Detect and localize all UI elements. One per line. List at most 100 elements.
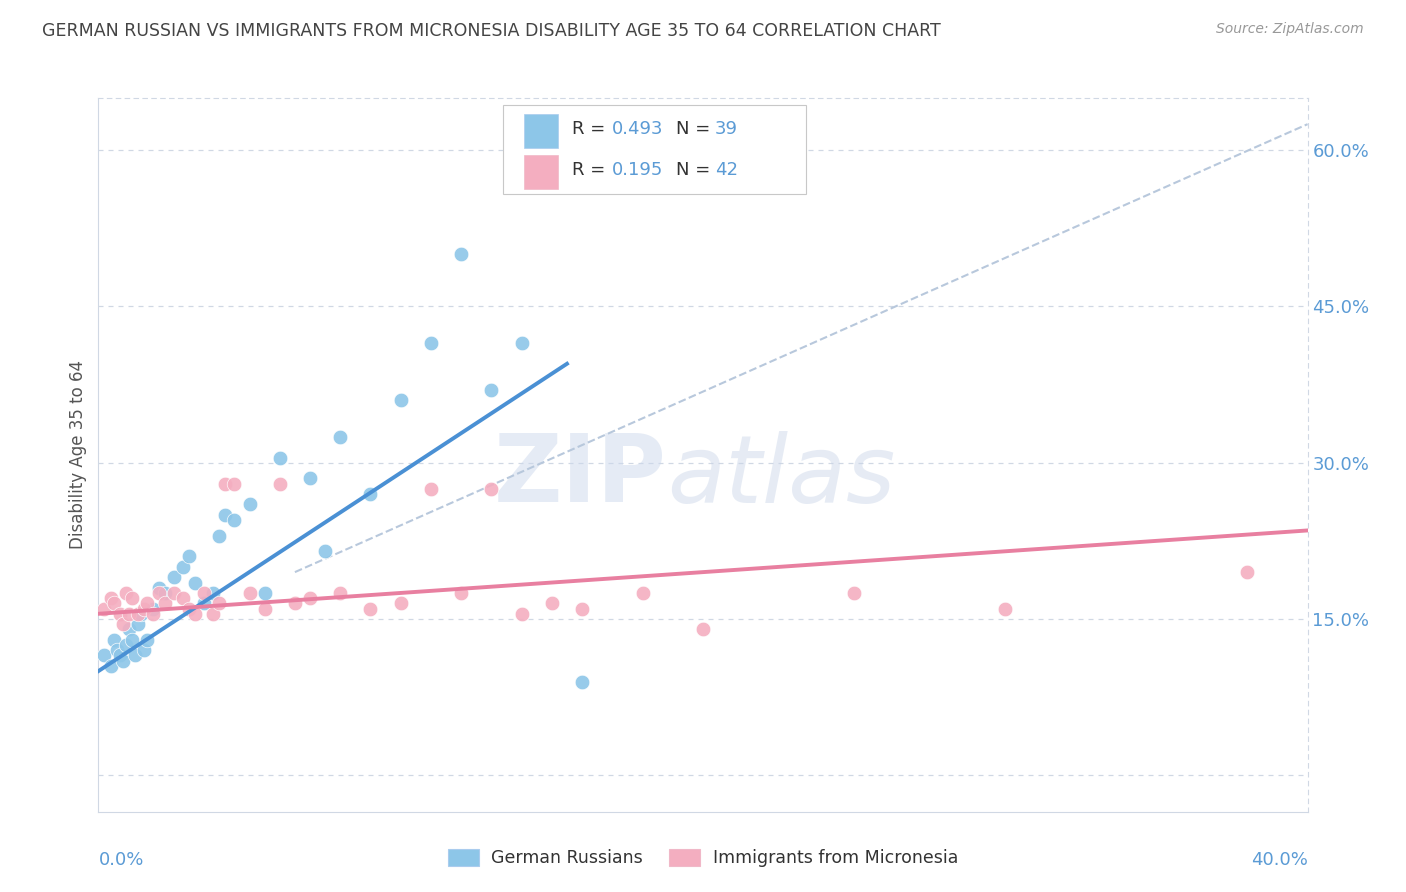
Point xyxy=(118,623,141,637)
Point xyxy=(994,601,1017,615)
Point xyxy=(389,596,412,610)
Point xyxy=(121,591,143,606)
Point xyxy=(844,586,866,600)
Text: 40.0%: 40.0% xyxy=(1251,851,1308,869)
Point xyxy=(172,560,194,574)
Point xyxy=(135,596,157,610)
Legend: German Russians, Immigrants from Micronesia: German Russians, Immigrants from Microne… xyxy=(441,842,965,874)
Point xyxy=(142,601,165,615)
Point xyxy=(142,607,165,621)
Point xyxy=(193,586,215,600)
Point xyxy=(214,476,236,491)
Point xyxy=(132,643,155,657)
FancyBboxPatch shape xyxy=(524,113,558,148)
Point xyxy=(269,450,291,465)
Point xyxy=(172,591,194,606)
Point xyxy=(148,586,170,600)
Point xyxy=(314,544,336,558)
Point xyxy=(450,247,472,261)
Text: Source: ZipAtlas.com: Source: ZipAtlas.com xyxy=(1216,22,1364,37)
Point xyxy=(100,591,122,606)
Point xyxy=(214,508,236,522)
Point xyxy=(184,607,207,621)
Point xyxy=(224,476,246,491)
Point xyxy=(124,648,146,663)
Point xyxy=(135,632,157,647)
Y-axis label: Disability Age 35 to 64: Disability Age 35 to 64 xyxy=(69,360,87,549)
Point xyxy=(299,591,322,606)
Point xyxy=(202,586,225,600)
Point xyxy=(571,674,593,689)
Point xyxy=(239,497,262,511)
Text: GERMAN RUSSIAN VS IMMIGRANTS FROM MICRONESIA DISABILITY AGE 35 TO 64 CORRELATION: GERMAN RUSSIAN VS IMMIGRANTS FROM MICRON… xyxy=(42,22,941,40)
Point xyxy=(177,549,201,564)
Point xyxy=(481,482,503,496)
Text: 39: 39 xyxy=(716,120,738,138)
Point xyxy=(284,596,307,610)
Point xyxy=(269,476,291,491)
Point xyxy=(299,471,322,485)
Point xyxy=(329,430,352,444)
Text: N =: N = xyxy=(676,161,717,179)
Text: 0.0%: 0.0% xyxy=(98,851,143,869)
Point xyxy=(105,643,128,657)
Point xyxy=(389,393,412,408)
Point xyxy=(360,487,382,501)
Point xyxy=(111,617,134,632)
Text: 42: 42 xyxy=(716,161,738,179)
Point xyxy=(121,632,143,647)
Point xyxy=(510,607,533,621)
Point xyxy=(127,617,149,632)
Point xyxy=(571,601,593,615)
Text: 0.195: 0.195 xyxy=(613,161,664,179)
Text: atlas: atlas xyxy=(666,431,896,522)
Point xyxy=(450,586,472,600)
Point xyxy=(208,529,231,543)
Point xyxy=(153,596,176,610)
Point xyxy=(100,658,122,673)
Point xyxy=(148,581,170,595)
Point xyxy=(481,383,503,397)
Point xyxy=(239,586,262,600)
Point xyxy=(127,607,149,621)
Text: R =: R = xyxy=(572,120,612,138)
Text: 0.493: 0.493 xyxy=(613,120,664,138)
Point xyxy=(132,601,155,615)
Point xyxy=(193,596,215,610)
Text: R =: R = xyxy=(572,161,612,179)
Point xyxy=(208,596,231,610)
Point xyxy=(329,586,352,600)
Point xyxy=(202,607,225,621)
Point xyxy=(360,601,382,615)
Point xyxy=(224,513,246,527)
FancyBboxPatch shape xyxy=(524,154,558,189)
Point xyxy=(419,482,441,496)
Point xyxy=(631,586,654,600)
Point xyxy=(103,632,125,647)
Point xyxy=(108,607,131,621)
Point xyxy=(510,335,533,350)
Point xyxy=(118,607,141,621)
Text: ZIP: ZIP xyxy=(494,430,666,523)
Point xyxy=(163,586,186,600)
Point xyxy=(163,570,186,584)
Point xyxy=(129,607,152,621)
Point xyxy=(111,654,134,668)
Point xyxy=(114,586,136,600)
Point xyxy=(540,596,562,610)
Point xyxy=(93,648,115,663)
Point xyxy=(114,638,136,652)
Point xyxy=(184,575,207,590)
Point xyxy=(692,623,714,637)
FancyBboxPatch shape xyxy=(503,105,806,194)
Point xyxy=(253,601,276,615)
Point xyxy=(103,596,125,610)
Point xyxy=(1236,565,1258,579)
Text: N =: N = xyxy=(676,120,717,138)
Point xyxy=(177,601,201,615)
Point xyxy=(93,601,115,615)
Point xyxy=(108,648,131,663)
Point xyxy=(419,335,441,350)
Point xyxy=(253,586,276,600)
Point xyxy=(153,586,176,600)
